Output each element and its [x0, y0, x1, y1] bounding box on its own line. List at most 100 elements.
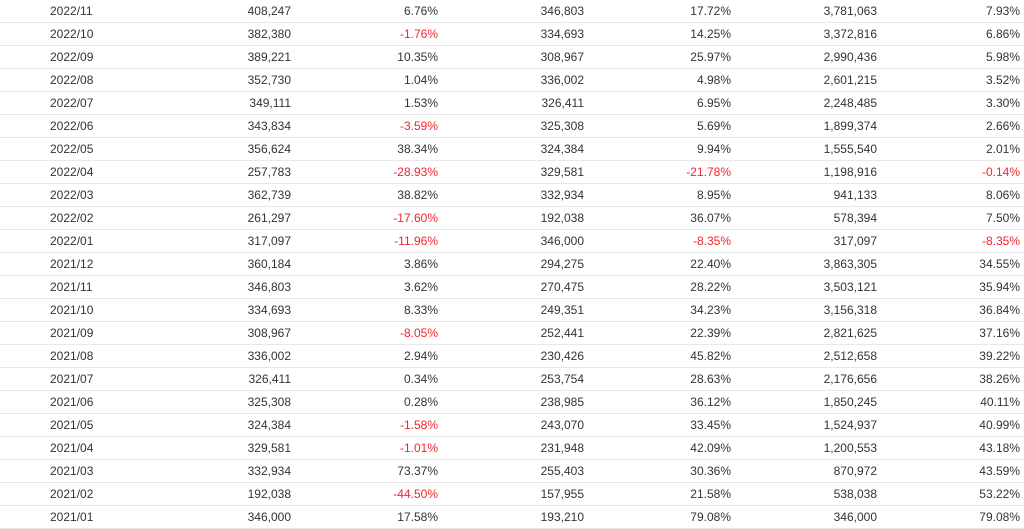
value-cell: 326,411 [438, 91, 584, 115]
value-cell: -28.93% [291, 160, 438, 184]
value-cell: 33.45% [584, 413, 731, 437]
value-cell: 538,038 [731, 482, 877, 506]
month-cell: 2022/05 [0, 137, 110, 161]
month-cell: 2022/09 [0, 45, 110, 69]
value-cell: 10.35% [291, 45, 438, 69]
value-cell: 326,411 [110, 367, 291, 391]
value-cell: 6.95% [584, 91, 731, 115]
value-cell: 3,781,063 [731, 0, 877, 23]
value-cell: 362,739 [110, 183, 291, 207]
value-cell: 3.30% [877, 91, 1024, 115]
table-row: 2021/01 346,000 17.58% 193,210 79.08% 346,000… [0, 505, 1024, 529]
value-cell: 352,730 [110, 68, 291, 92]
value-cell: 157,955 [438, 482, 584, 506]
value-cell: 3,156,318 [731, 298, 877, 322]
value-cell: 346,803 [110, 275, 291, 299]
table-row: 2021/12 360,184 3.86% 294,275 22.40% 3,863,30… [0, 252, 1024, 276]
value-cell: 3.86% [291, 252, 438, 276]
value-cell: 73.37% [291, 459, 438, 483]
value-cell: 255,403 [438, 459, 584, 483]
value-cell: 1,524,937 [731, 413, 877, 437]
month-cell: 2022/02 [0, 206, 110, 230]
value-cell: 941,133 [731, 183, 877, 207]
value-cell: 40.11% [877, 390, 1024, 414]
value-cell: 324,384 [110, 413, 291, 437]
value-cell: 346,000 [110, 505, 291, 529]
value-cell: 257,783 [110, 160, 291, 184]
table-row: 2022/10 382,380 -1.76% 334,693 14.25% 3,372,8… [0, 22, 1024, 46]
value-cell: 45.82% [584, 344, 731, 368]
value-cell: 34.55% [877, 252, 1024, 276]
value-cell: -8.35% [877, 229, 1024, 253]
value-cell: 1,899,374 [731, 114, 877, 138]
value-cell: 261,297 [110, 206, 291, 230]
month-cell: 2021/10 [0, 298, 110, 322]
value-cell: 336,002 [438, 68, 584, 92]
value-cell: 253,754 [438, 367, 584, 391]
table-row: 2022/07 349,111 1.53% 326,411 6.95% 2,248,485… [0, 91, 1024, 115]
value-cell: 249,351 [438, 298, 584, 322]
table-row: 2022/06 343,834 -3.59% 325,308 5.69% 1,899,37… [0, 114, 1024, 138]
value-cell: 7.50% [877, 206, 1024, 230]
value-cell: 4.98% [584, 68, 731, 92]
value-cell: 3.52% [877, 68, 1024, 92]
month-cell: 2021/08 [0, 344, 110, 368]
value-cell: 17.58% [291, 505, 438, 529]
value-cell: 2,248,485 [731, 91, 877, 115]
value-cell: 308,967 [110, 321, 291, 345]
month-cell: 2022/03 [0, 183, 110, 207]
value-cell: 8.06% [877, 183, 1024, 207]
table-row: 2022/05 356,624 38.34% 324,384 9.94% 1,555,54… [0, 137, 1024, 161]
month-cell: 2021/03 [0, 459, 110, 483]
value-cell: -8.05% [291, 321, 438, 345]
value-cell: 40.99% [877, 413, 1024, 437]
value-cell: 43.18% [877, 436, 1024, 460]
value-cell: -21.78% [584, 160, 731, 184]
value-cell: 332,934 [110, 459, 291, 483]
value-cell: 42.09% [584, 436, 731, 460]
value-cell: 79.08% [877, 505, 1024, 529]
month-cell: 2022/11 [0, 0, 110, 23]
table-row: 2021/04 329,581 -1.01% 231,948 42.09% 1,200,5… [0, 436, 1024, 460]
value-cell: 3,372,816 [731, 22, 877, 46]
value-cell: 38.34% [291, 137, 438, 161]
table-row: 2022/03 362,739 38.82% 332,934 8.95% 941,133 8… [0, 183, 1024, 207]
value-cell: 36.12% [584, 390, 731, 414]
value-cell: 334,693 [438, 22, 584, 46]
month-cell: 2021/05 [0, 413, 110, 437]
month-cell: 2022/06 [0, 114, 110, 138]
month-cell: 2022/08 [0, 68, 110, 92]
value-cell: 346,000 [731, 505, 877, 529]
value-cell: 346,803 [438, 0, 584, 23]
value-cell: 25.97% [584, 45, 731, 69]
value-cell: 870,972 [731, 459, 877, 483]
value-cell: 389,221 [110, 45, 291, 69]
value-cell: 382,380 [110, 22, 291, 46]
month-cell: 2021/09 [0, 321, 110, 345]
month-cell: 2021/04 [0, 436, 110, 460]
value-cell: 332,934 [438, 183, 584, 207]
value-cell: 329,581 [110, 436, 291, 460]
value-cell: 5.69% [584, 114, 731, 138]
value-cell: 2,601,215 [731, 68, 877, 92]
value-cell: 3,863,305 [731, 252, 877, 276]
value-cell: 37.16% [877, 321, 1024, 345]
value-cell: 8.95% [584, 183, 731, 207]
value-cell: 230,426 [438, 344, 584, 368]
value-cell: -44.50% [291, 482, 438, 506]
value-cell: 578,394 [731, 206, 877, 230]
value-cell: 1,850,245 [731, 390, 877, 414]
table-row: 2021/09 308,967 -8.05% 252,441 22.39% 2,821,6… [0, 321, 1024, 345]
value-cell: 43.59% [877, 459, 1024, 483]
value-cell: 7.93% [877, 0, 1024, 23]
value-cell: 317,097 [731, 229, 877, 253]
value-cell: 21.58% [584, 482, 731, 506]
value-cell: 36.84% [877, 298, 1024, 322]
value-cell: 243,070 [438, 413, 584, 437]
value-cell: 0.28% [291, 390, 438, 414]
value-cell: 38.82% [291, 183, 438, 207]
value-cell: -1.58% [291, 413, 438, 437]
value-cell: -3.59% [291, 114, 438, 138]
